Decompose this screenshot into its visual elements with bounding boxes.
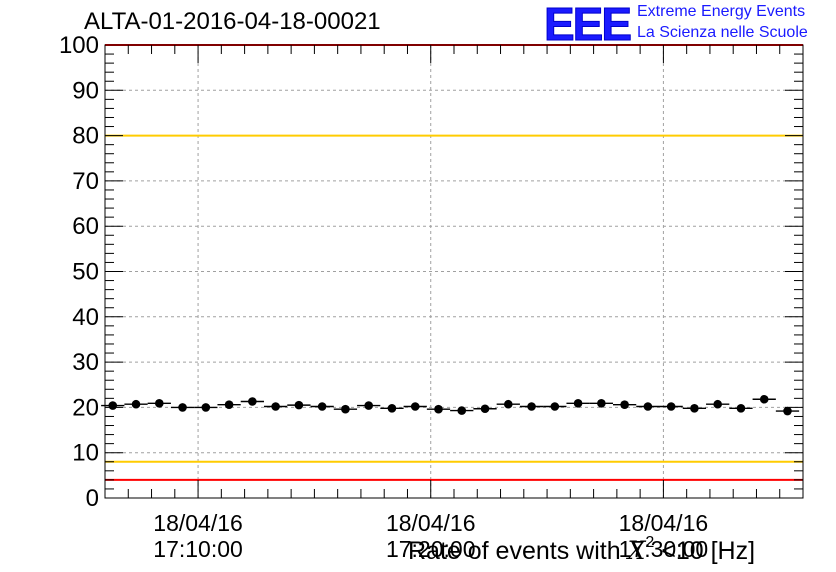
x-tick-time: 17:10:00	[153, 536, 243, 562]
data-point	[387, 404, 397, 413]
logo-caption-line2: La Scienza nelle Scuole	[637, 24, 808, 41]
logo-caption-line1: Extreme Energy Events	[637, 3, 806, 20]
x-axis-label-exponent: 2	[645, 534, 655, 551]
y-tick-label: 80	[72, 123, 99, 150]
y-tick-labels: 0 10 20 30 40 50 60 70 80 90 100	[59, 32, 99, 512]
y-tick-label: 70	[72, 168, 99, 195]
x-tick-time: 17:20:00	[386, 536, 476, 562]
data-point	[317, 402, 327, 411]
x-axis-label-prefix: Rate of events with	[408, 537, 628, 565]
x-tick-time: 17:30:00	[619, 536, 709, 562]
grid-lines	[105, 45, 803, 498]
reference-lines	[105, 44, 803, 481]
data-points	[101, 394, 800, 416]
data-point	[550, 402, 560, 411]
x-tick-date: 18/04/16	[619, 510, 709, 536]
data-point	[271, 402, 280, 411]
data-point	[457, 406, 467, 415]
eee-logo: EEE	[543, 0, 632, 50]
data-point	[178, 403, 187, 412]
y-tick-label: 20	[72, 394, 99, 421]
x-tick-labels: 18/04/1617:10:0018/04/1617:20:0018/04/16…	[153, 510, 708, 562]
y-tick-label: 90	[72, 77, 99, 104]
y-tick-label: 50	[72, 259, 99, 286]
data-point	[736, 404, 746, 413]
data-point	[620, 400, 629, 409]
data-point	[364, 401, 373, 410]
y-tick-label: 0	[86, 485, 99, 512]
data-point	[434, 404, 443, 414]
y-tick-label: 60	[72, 213, 99, 240]
data-point	[503, 399, 513, 409]
y-tick-label: 30	[72, 349, 99, 376]
axis-ticks	[104, 44, 804, 499]
x-tick-date: 18/04/16	[386, 510, 476, 536]
y-tick-label: 10	[72, 440, 99, 467]
data-point	[713, 399, 722, 409]
data-point	[573, 399, 583, 408]
data-point	[759, 394, 769, 404]
data-point	[294, 400, 304, 410]
data-point	[783, 406, 792, 416]
data-point	[666, 402, 676, 411]
y-tick-label: 100	[59, 32, 99, 59]
data-point	[341, 404, 350, 414]
x-axis-label-symbol: X	[627, 536, 646, 565]
x-axis-label: Rate of events with X2 <10 [Hz]	[408, 534, 755, 566]
data-point	[154, 399, 164, 408]
data-point	[690, 404, 699, 413]
data-point	[248, 397, 257, 406]
y-tick-label: 40	[72, 304, 99, 331]
data-point	[108, 401, 118, 410]
data-point	[201, 403, 211, 412]
data-point	[410, 402, 420, 411]
data-point	[643, 402, 653, 411]
data-point	[224, 400, 234, 409]
data-point	[480, 404, 490, 414]
data-point	[597, 399, 606, 408]
data-point	[131, 399, 141, 409]
data-point	[527, 402, 536, 411]
x-axis-label-suffix: <10 [Hz]	[654, 537, 756, 565]
x-tick-date: 18/04/16	[153, 510, 243, 536]
chart-title: ALTA-01-2016-04-18-00021	[84, 8, 381, 35]
